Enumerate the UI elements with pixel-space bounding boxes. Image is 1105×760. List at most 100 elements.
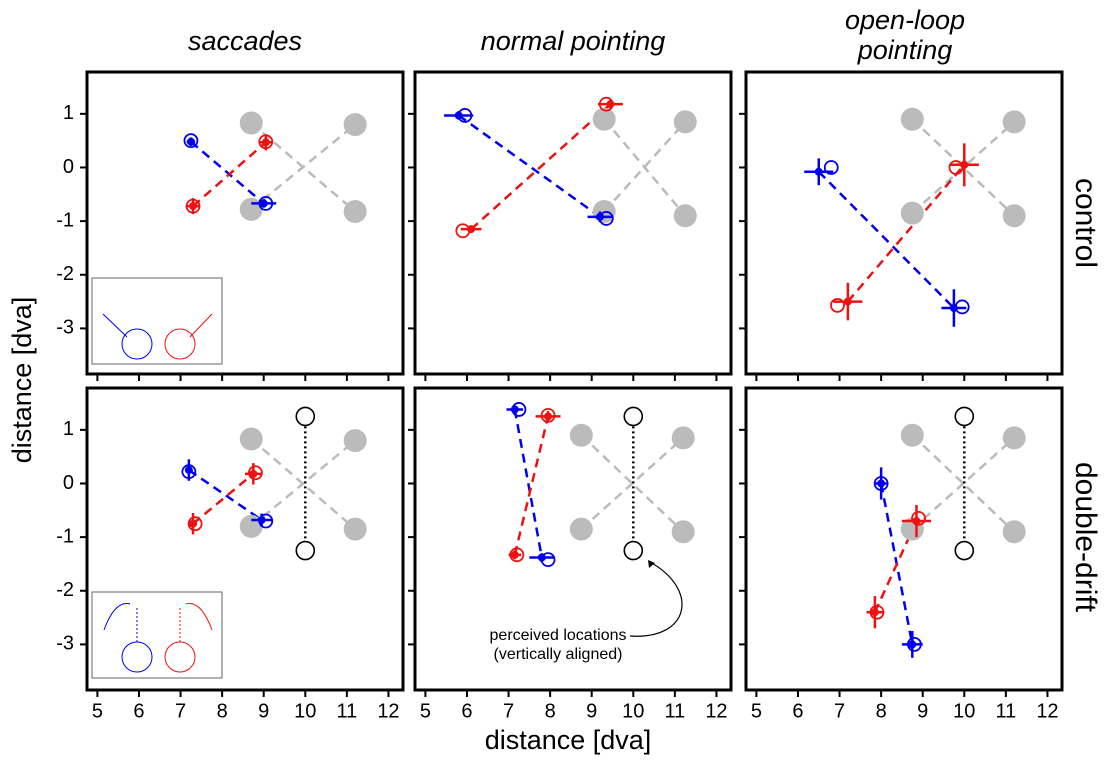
panel-frame bbox=[744, 70, 1064, 376]
x-tick-label: 7 bbox=[175, 700, 186, 722]
probe-location bbox=[569, 423, 593, 447]
response-mean bbox=[908, 640, 917, 649]
inset-arrow bbox=[185, 603, 213, 631]
perceived-location bbox=[295, 540, 316, 561]
connector-line bbox=[457, 114, 601, 218]
response-mean bbox=[510, 405, 519, 414]
inset-arrow bbox=[189, 313, 213, 338]
y-axis-label: distance [dva] bbox=[7, 297, 37, 464]
x-tick-label: 10 bbox=[294, 700, 316, 722]
response-mean bbox=[510, 550, 519, 559]
x-tick-label: 5 bbox=[751, 700, 762, 722]
response-mean bbox=[960, 160, 969, 169]
x-tick-label: 11 bbox=[664, 700, 685, 722]
probe-location bbox=[343, 113, 367, 137]
target-location bbox=[823, 160, 839, 175]
target-location bbox=[830, 297, 845, 313]
probe-location bbox=[1002, 520, 1026, 544]
probe-location bbox=[900, 423, 924, 447]
connector-line bbox=[911, 436, 1016, 531]
x-tick-label: 9 bbox=[917, 700, 928, 722]
inset-arrow bbox=[102, 313, 128, 338]
panel-frame bbox=[413, 70, 733, 376]
probe-location bbox=[1002, 110, 1026, 134]
panel-frame bbox=[744, 386, 1064, 692]
probe-location bbox=[592, 107, 616, 131]
response-mean bbox=[814, 167, 823, 176]
panel-frame bbox=[413, 386, 733, 692]
y-tick-label: -3 bbox=[56, 633, 74, 655]
inset-stimulus bbox=[164, 328, 196, 360]
connector-line bbox=[817, 170, 955, 309]
target-location bbox=[911, 510, 926, 526]
probe-location bbox=[343, 517, 367, 541]
probe-location bbox=[239, 111, 263, 135]
probe-location bbox=[239, 427, 263, 451]
annotation-arrowhead bbox=[648, 560, 655, 568]
probe-location bbox=[671, 520, 695, 544]
column-title: open-loop pointing bbox=[844, 5, 966, 65]
y-tick-label: -3 bbox=[56, 317, 74, 339]
y-tick-label: -1 bbox=[56, 209, 74, 231]
y-tick-label: 0 bbox=[63, 156, 74, 178]
perceived-location bbox=[954, 540, 975, 561]
y-tick-label: -2 bbox=[56, 579, 74, 601]
y-tick-label: 1 bbox=[63, 102, 74, 124]
x-tick-label: 9 bbox=[258, 700, 269, 722]
x-tick-label: 5 bbox=[92, 700, 103, 722]
x-tick-label: 6 bbox=[461, 700, 472, 722]
x-tick-label: 10 bbox=[622, 700, 644, 722]
response-mean bbox=[259, 199, 268, 208]
target-location bbox=[183, 133, 199, 149]
x-tick-label: 12 bbox=[705, 700, 727, 722]
column-title: normal pointing bbox=[480, 26, 666, 56]
x-tick-label: 11 bbox=[336, 700, 357, 722]
connector-line bbox=[580, 436, 685, 531]
response-mean bbox=[537, 553, 546, 562]
probe-location bbox=[900, 107, 924, 131]
x-tick-label: 11 bbox=[995, 700, 1016, 722]
connector-line bbox=[470, 103, 612, 231]
connector-line bbox=[250, 439, 356, 528]
annotation: perceived locations (vertically aligned) bbox=[489, 627, 627, 663]
probe-location bbox=[343, 429, 367, 453]
y-tick-label: 0 bbox=[63, 472, 74, 494]
inset bbox=[91, 277, 223, 365]
inset bbox=[91, 591, 223, 679]
y-tick-label: -1 bbox=[56, 525, 74, 547]
inset-frame bbox=[91, 591, 223, 679]
response-mean bbox=[454, 111, 463, 120]
panel-frame bbox=[85, 386, 405, 692]
annotation-arrow bbox=[629, 561, 683, 637]
perceived-location bbox=[623, 540, 644, 561]
x-tick-label: 7 bbox=[503, 700, 514, 722]
response-mean bbox=[257, 515, 266, 524]
response-mean bbox=[249, 469, 258, 478]
y-tick-label: 1 bbox=[63, 418, 74, 440]
row-label: control bbox=[1069, 178, 1102, 268]
response-mean bbox=[184, 466, 193, 475]
response-mean bbox=[596, 212, 605, 221]
target-location bbox=[187, 516, 203, 532]
connector-line bbox=[603, 121, 687, 213]
response-mean bbox=[843, 297, 852, 306]
probe-location bbox=[673, 204, 697, 228]
probe-location bbox=[343, 199, 367, 223]
connector-line bbox=[513, 409, 544, 558]
connector-line bbox=[911, 434, 1016, 533]
target-location bbox=[948, 160, 964, 175]
perceived-location bbox=[295, 406, 316, 427]
x-tick-label: 8 bbox=[545, 700, 556, 722]
x-tick-label: 6 bbox=[792, 700, 803, 722]
y-tick-label: -2 bbox=[56, 263, 74, 285]
row-label: double-drift bbox=[1069, 462, 1102, 613]
connector-line bbox=[603, 118, 687, 217]
response-mean bbox=[189, 202, 198, 211]
response-mean bbox=[186, 137, 195, 146]
x-tick-label: 12 bbox=[1036, 700, 1058, 722]
connector-line bbox=[192, 472, 255, 525]
x-tick-label: 10 bbox=[953, 700, 975, 722]
response-mean bbox=[467, 225, 476, 234]
